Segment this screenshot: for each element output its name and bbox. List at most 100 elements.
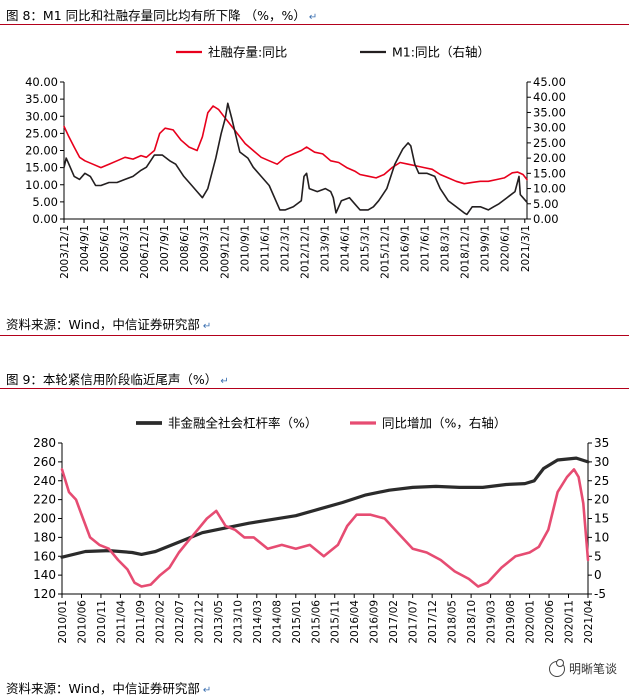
left-axis-tick-label: 160 bbox=[33, 549, 56, 563]
left-axis-tick-label: 220 bbox=[33, 493, 56, 507]
return-arrow-icon: ↵ bbox=[202, 685, 212, 696]
x-axis-tick-label: 2017/6/1 bbox=[420, 225, 432, 272]
x-axis-tick-label: 2019/03 bbox=[486, 600, 498, 644]
x-axis-tick-label: 2010/11 bbox=[96, 600, 108, 644]
return-arrow-icon: ↵ bbox=[220, 376, 229, 387]
return-arrow-icon: ↵ bbox=[308, 12, 318, 23]
series-line-1 bbox=[60, 456, 590, 559]
x-axis-tick-label: 2008/6/1 bbox=[179, 225, 191, 272]
left-axis-tick-label: 240 bbox=[33, 474, 56, 488]
series-line-2 bbox=[63, 102, 528, 216]
left-axis-tick-label: 280 bbox=[33, 436, 56, 450]
left-axis-tick-label: 30.00 bbox=[25, 109, 58, 123]
x-axis-tick-label: 2016/04 bbox=[349, 600, 361, 644]
x-axis-tick-label: 2012/3/1 bbox=[279, 225, 291, 272]
legend-label-1: 社融存量:同比 bbox=[208, 45, 287, 60]
x-axis-tick-label: 2009/12/1 bbox=[219, 225, 231, 279]
left-axis-tick-label: 200 bbox=[33, 512, 56, 526]
right-axis-tick-label: 20 bbox=[594, 493, 609, 507]
x-axis-tick-label: 2021/04 bbox=[583, 600, 595, 644]
x-axis-tick-label: 2014/6/1 bbox=[339, 225, 351, 272]
left-axis-tick-label: 140 bbox=[33, 568, 56, 582]
return-arrow-icon: ↵ bbox=[202, 321, 212, 332]
fig9-source: 资料来源：Wind，中信证券研究部 ↵ bbox=[6, 681, 212, 696]
left-axis-tick-label: 0.00 bbox=[32, 212, 58, 226]
legend-label-2: M1:同比（右轴） bbox=[392, 45, 490, 60]
x-axis-tick-label: 2019/08 bbox=[505, 600, 517, 644]
left-axis-tick-label: 180 bbox=[33, 530, 56, 544]
x-axis-tick-label: 2011/09 bbox=[135, 600, 147, 644]
x-axis-tick-label: 2020/01 bbox=[525, 600, 537, 644]
x-axis-tick-label: 2015/12/1 bbox=[380, 225, 392, 279]
fig8-bottom-rule bbox=[0, 335, 629, 336]
x-axis-tick-label: 2019/9/1 bbox=[480, 225, 492, 272]
right-axis-tick-label: 5 bbox=[594, 549, 602, 563]
x-axis-tick-label: 2020/11 bbox=[564, 600, 576, 644]
left-axis-tick-label: 10.00 bbox=[25, 178, 58, 192]
x-axis-tick-label: 2013/10 bbox=[232, 600, 244, 644]
x-axis-tick-label: 2018/05 bbox=[447, 600, 459, 644]
x-axis-tick-label: 2018/3/1 bbox=[440, 225, 452, 272]
left-axis-tick-label: 25.00 bbox=[25, 126, 58, 140]
x-axis-tick-label: 2016/09 bbox=[369, 600, 381, 644]
x-axis-tick-label: 2013/05 bbox=[213, 600, 225, 644]
legend-label-2: 同比增加（%，右轴） bbox=[382, 416, 506, 431]
right-axis-tick-label: 20.00 bbox=[533, 151, 566, 165]
x-axis-tick-label: 2011/04 bbox=[115, 600, 127, 644]
right-axis-tick-label: 40.00 bbox=[533, 90, 566, 104]
right-axis-tick-label: 30 bbox=[594, 455, 609, 469]
right-axis-tick-label: 35 bbox=[594, 436, 609, 450]
x-axis-tick-label: 2017/12 bbox=[427, 600, 439, 644]
x-axis-tick-label: 2017/02 bbox=[388, 600, 400, 644]
right-axis-tick-label: 25.00 bbox=[533, 136, 566, 150]
left-axis-tick-label: 35.00 bbox=[25, 92, 58, 106]
x-axis-tick-label: 2003/12/1 bbox=[59, 225, 71, 279]
series-line-1 bbox=[63, 105, 528, 185]
fig9-title: 图 9：本轮紧信用阶段临近尾声（%） ↵ bbox=[6, 372, 229, 387]
left-axis-tick-label: 260 bbox=[33, 455, 56, 469]
x-axis-tick-label: 2012/07 bbox=[174, 600, 186, 644]
x-axis-tick-label: 2011/6/1 bbox=[259, 225, 271, 272]
fig8-top-rule bbox=[0, 24, 629, 25]
legend-label-1: 非金融全社会杠杆率（%） bbox=[168, 416, 317, 431]
right-axis-tick-label: 10 bbox=[594, 530, 609, 544]
x-axis-tick-label: 2006/12/1 bbox=[139, 225, 151, 279]
x-axis-tick-label: 2014/08 bbox=[271, 600, 283, 644]
fig8-title: 图 8：M1 同比和社融存量同比均有所下降 （%，%） ↵ bbox=[6, 8, 318, 23]
left-axis-tick-label: 40.00 bbox=[25, 75, 58, 89]
series-line-2 bbox=[60, 468, 590, 588]
right-axis-tick-label: 0 bbox=[594, 568, 602, 582]
left-axis-tick-label: 15.00 bbox=[25, 161, 58, 175]
x-axis-tick-label: 2013/9/1 bbox=[319, 225, 331, 272]
x-axis-tick-label: 2012/02 bbox=[154, 600, 166, 644]
x-axis-tick-label: 2020/06 bbox=[544, 600, 556, 644]
right-axis-tick-label: 15.00 bbox=[533, 166, 566, 180]
right-axis-tick-label: 10.00 bbox=[533, 182, 566, 196]
left-axis-tick-label: 120 bbox=[33, 587, 56, 601]
right-axis-tick-label: 35.00 bbox=[533, 105, 566, 119]
x-axis-tick-label: 2004/9/1 bbox=[79, 225, 91, 272]
x-axis-tick-label: 2009/3/1 bbox=[199, 225, 211, 272]
right-axis-tick-label: 5.00 bbox=[533, 197, 559, 211]
x-axis-tick-label: 2017/07 bbox=[408, 600, 420, 644]
x-axis-tick-label: 2018/10 bbox=[466, 600, 478, 644]
x-axis-tick-label: 2015/11 bbox=[330, 600, 342, 644]
x-axis-tick-label: 2010/06 bbox=[76, 600, 88, 644]
x-axis-tick-label: 2015/01 bbox=[291, 600, 303, 644]
x-axis-tick-label: 2020/6/1 bbox=[500, 225, 512, 272]
x-axis-tick-label: 2015/3/1 bbox=[360, 225, 372, 272]
x-axis-tick-label: 2018/12/1 bbox=[460, 225, 472, 279]
watermark: 明晰笔谈 bbox=[548, 658, 617, 677]
x-axis-tick-label: 2014/03 bbox=[252, 600, 264, 644]
x-axis-tick-label: 2007/9/1 bbox=[159, 225, 171, 272]
fig9-top-rule bbox=[0, 388, 629, 389]
x-axis-tick-label: 2010/9/1 bbox=[239, 225, 251, 272]
x-axis-tick-label: 2021/3/1 bbox=[520, 225, 532, 272]
x-axis-tick-label: 2012/12 bbox=[193, 600, 205, 644]
x-axis-tick-label: 2010/01 bbox=[57, 600, 69, 644]
x-axis-tick-label: 2005/6/1 bbox=[99, 225, 111, 272]
left-axis-tick-label: 20.00 bbox=[25, 144, 58, 158]
x-axis-tick-label: 2012/12/1 bbox=[299, 225, 311, 279]
wechat-icon bbox=[548, 658, 565, 677]
